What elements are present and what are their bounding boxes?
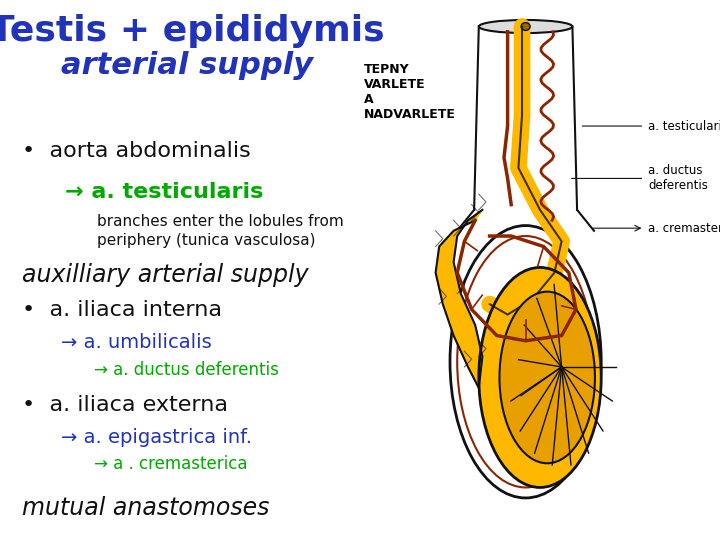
Ellipse shape: [450, 226, 601, 498]
Polygon shape: [474, 26, 577, 210]
Text: •  a. iliaca interna: • a. iliaca interna: [22, 300, 222, 321]
Ellipse shape: [521, 23, 530, 30]
Text: Testis + epididymis: Testis + epididymis: [0, 14, 384, 48]
Text: → a. testicularis: → a. testicularis: [65, 181, 264, 202]
Text: a. testicularis: a. testicularis: [648, 119, 720, 132]
Text: mutual anastomoses: mutual anastomoses: [22, 496, 269, 519]
Text: a. ductus
deferentis: a. ductus deferentis: [648, 164, 708, 192]
Text: → a. ductus deferentis: → a. ductus deferentis: [94, 361, 279, 379]
Text: a. cremasterica: a. cremasterica: [648, 222, 720, 235]
Ellipse shape: [479, 20, 572, 33]
Text: periphery (tunica vasculosa): periphery (tunica vasculosa): [97, 233, 315, 248]
Text: •  aorta abdominalis: • aorta abdominalis: [22, 141, 251, 161]
Text: → a. umbilicalis: → a. umbilicalis: [61, 333, 212, 353]
Text: → a. epigastrica inf.: → a. epigastrica inf.: [61, 428, 252, 447]
Text: → a . cremasterica: → a . cremasterica: [94, 455, 247, 474]
Text: auxilliary arterial supply: auxilliary arterial supply: [22, 264, 308, 287]
Text: •  a. iliaca externa: • a. iliaca externa: [22, 395, 228, 415]
Text: TEPNY
VARLETE
A
NADVARLETE: TEPNY VARLETE A NADVARLETE: [364, 63, 456, 121]
Ellipse shape: [500, 292, 595, 463]
Polygon shape: [436, 210, 482, 388]
Text: branches enter the lobules from: branches enter the lobules from: [97, 214, 344, 229]
Ellipse shape: [479, 267, 601, 488]
Text: arterial supply: arterial supply: [61, 51, 313, 80]
